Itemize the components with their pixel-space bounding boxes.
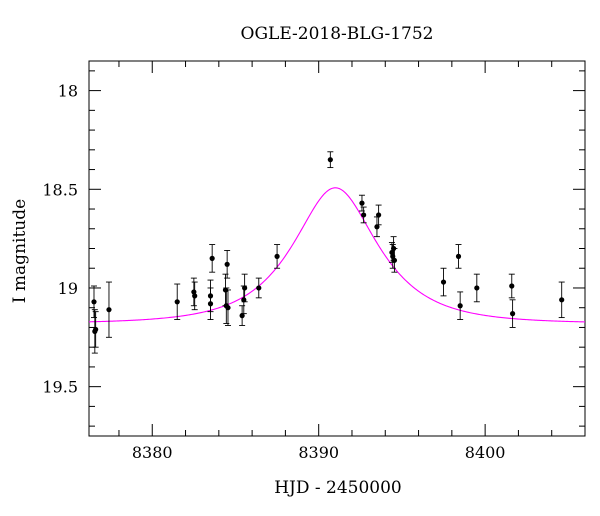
- data-point: [207, 301, 214, 307]
- chart-title: OGLE-2018-BLG-1752: [241, 24, 434, 44]
- data-point: [242, 285, 248, 291]
- data-point: [174, 299, 180, 305]
- data-point: [239, 313, 245, 319]
- data-point: [327, 157, 333, 163]
- model-curve: [88, 187, 586, 323]
- x-tick-label: 8400: [465, 443, 506, 462]
- data-point: [376, 212, 382, 218]
- x-axis-label: HJD - 2450000: [274, 478, 402, 498]
- x-tick-label: 8380: [132, 443, 173, 462]
- data-point: [455, 253, 462, 259]
- y-tick-label: 19.5: [42, 378, 78, 397]
- data-point: [209, 255, 215, 261]
- data-point: [391, 257, 398, 263]
- data-point: [457, 303, 463, 309]
- data-point: [92, 328, 98, 334]
- data-point: [225, 305, 231, 311]
- x-tick-label: 8390: [298, 443, 339, 462]
- data-point: [191, 289, 197, 295]
- y-axis-label: I magnitude: [10, 199, 30, 303]
- data-point: [106, 307, 112, 313]
- plot-area: 8380 8390 8400 18 18.5 19 19.5: [42, 60, 586, 462]
- data-point: [359, 200, 365, 206]
- data-point: [192, 293, 198, 299]
- data-point: [559, 297, 565, 303]
- y-tick-label: 18: [58, 82, 78, 101]
- data-point: [440, 279, 447, 285]
- y-tick-label: 19: [58, 279, 78, 298]
- data-point: [224, 261, 230, 267]
- data-point: [509, 283, 515, 289]
- plot-frame: [88, 60, 586, 437]
- data-point: [374, 224, 380, 230]
- data-point: [91, 299, 97, 305]
- data-point: [256, 285, 262, 291]
- data-point: [361, 212, 367, 218]
- data-point: [509, 311, 516, 317]
- data-point: [241, 297, 247, 303]
- y-tick-label: 18.5: [42, 180, 78, 199]
- data-point: [274, 253, 280, 259]
- data-point: [474, 285, 480, 291]
